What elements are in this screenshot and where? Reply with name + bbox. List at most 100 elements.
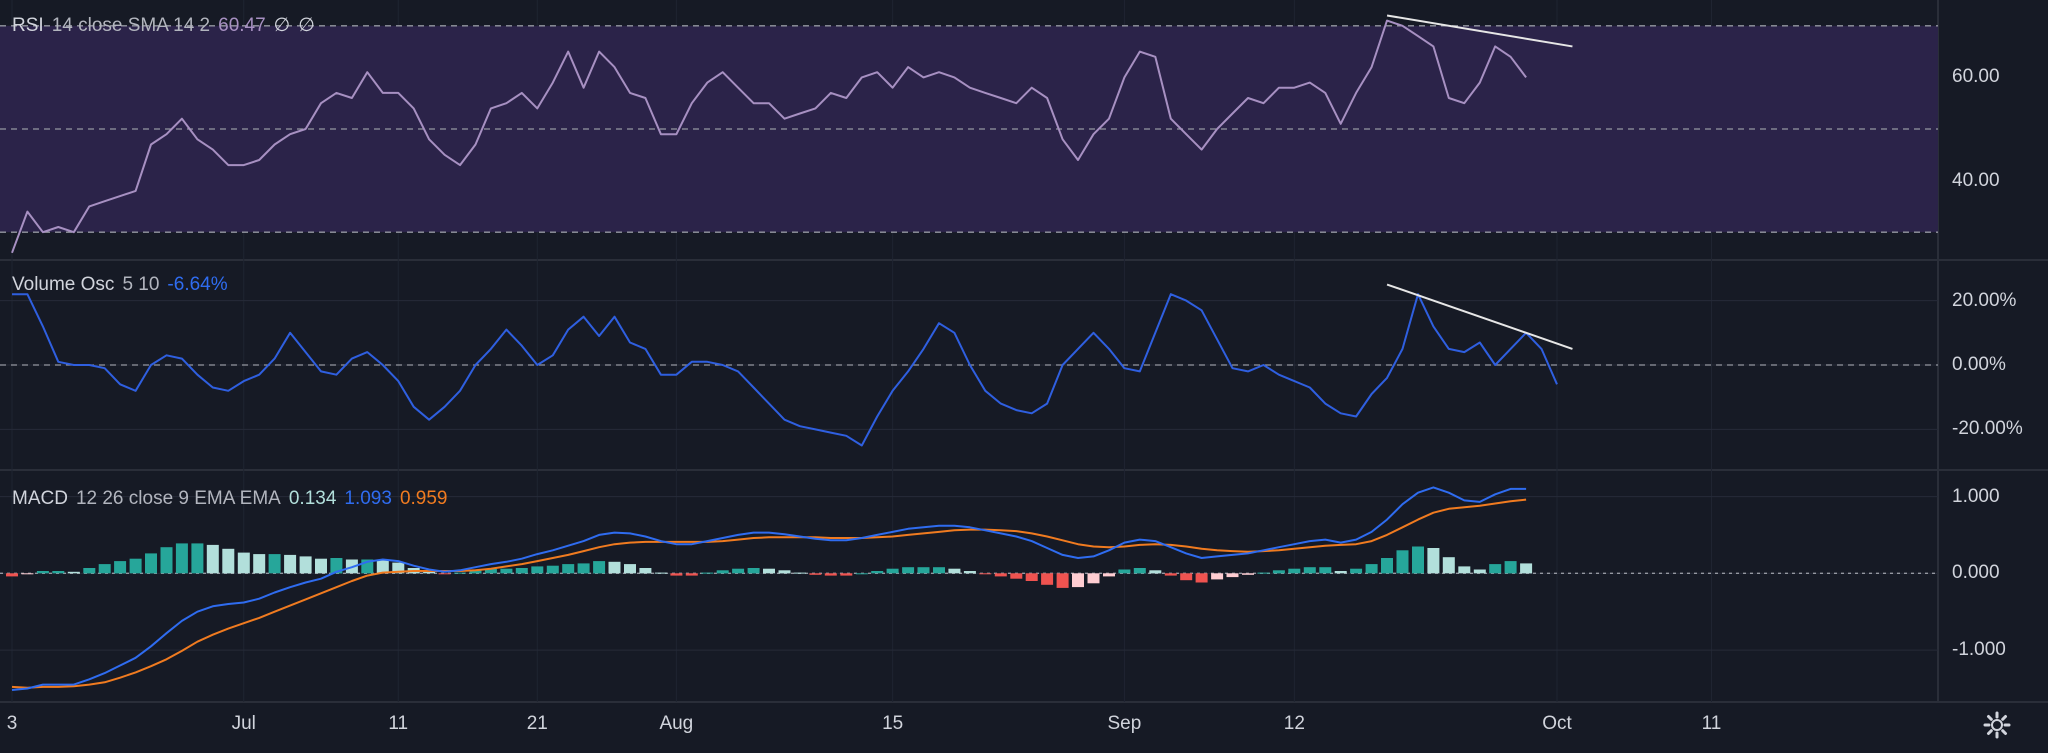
gear-icon[interactable] (1982, 710, 2012, 740)
macd-histogram-bar (469, 570, 482, 574)
macd-histogram-bar (1520, 563, 1533, 574)
macd-histogram-bar (577, 563, 590, 574)
macd-histogram-bar (994, 573, 1007, 577)
rsi-legend[interactable]: RSI 14 close SMA 14 2 60.47 ∅ ∅ (12, 14, 323, 37)
macd-histogram-bar (685, 573, 698, 576)
macd-histogram-bar (454, 572, 466, 574)
date-label: Oct (1542, 713, 1572, 734)
macd-histogram-bar (1288, 568, 1301, 574)
macd-histogram-bar (315, 558, 327, 574)
macd-histogram-bar (114, 561, 127, 574)
macd-histogram-bar (237, 552, 250, 574)
macd-histogram-bar (1319, 567, 1332, 574)
macd-histogram-bar (191, 543, 204, 574)
macd-histogram-bar (1010, 573, 1023, 579)
date-label: 3 (6, 713, 18, 734)
volume-osc-legend[interactable]: Volume Osc 5 10 -6.64% (12, 274, 236, 296)
macd-histogram-bar (979, 573, 992, 575)
macd-histogram-bar (98, 564, 111, 574)
macd-histogram-bar (129, 558, 142, 574)
macd-histogram-bar (1427, 548, 1440, 574)
macd-histogram-bar (1133, 568, 1146, 574)
macd-histogram-bar (1473, 569, 1486, 574)
macd-histogram-bar (1025, 573, 1038, 581)
macd-axis-label: -1.000 (1952, 639, 2006, 661)
macd-histogram-bar (763, 568, 775, 574)
macd-histogram-bar (948, 568, 961, 574)
date-label: Aug (659, 713, 694, 734)
macd-histogram-bar (1226, 573, 1239, 578)
macd-histogram-bar (793, 572, 806, 574)
volume-osc-axis-label: -20.00% (1952, 418, 2023, 440)
macd-legend-signal: 0.959 (399, 488, 448, 509)
macd-histogram-bar (160, 547, 173, 574)
macd-pane (0, 486, 1938, 691)
macd-histogram-bar (1350, 568, 1363, 574)
macd-histogram-bar (624, 564, 636, 574)
macd-legend-params: 12 26 close 9 EMA EMA (75, 488, 281, 509)
volume-osc-axis-label: 20.00% (1952, 289, 2017, 311)
macd-histogram-bar (36, 571, 49, 574)
macd-histogram-bar (716, 570, 729, 574)
macd-histogram-bar (1149, 570, 1162, 574)
macd-histogram-bar (1257, 572, 1270, 574)
macd-histogram-bar (52, 571, 65, 574)
macd-histogram-bar (608, 561, 621, 574)
macd-histogram-bar (1489, 564, 1502, 574)
macd-histogram-bar (1504, 561, 1517, 574)
macd-histogram-bar (639, 568, 652, 574)
rsi-pane (0, 14, 1938, 254)
macd-histogram-bar (1180, 573, 1193, 581)
macd-histogram-bar (933, 567, 945, 574)
macd-histogram-bar (6, 573, 18, 577)
macd-histogram-bar (330, 558, 343, 574)
trendline (1386, 14, 1573, 48)
macd-legend-macd: 1.093 (344, 488, 392, 509)
macd-histogram-bar (1103, 573, 1115, 577)
macd-histogram-bar (1041, 573, 1054, 585)
macd-histogram-bar (1118, 569, 1131, 574)
date-label: 12 (1283, 713, 1305, 734)
macd-legend-name: MACD (12, 488, 68, 509)
macd-histogram-bar (1381, 558, 1393, 574)
macd-histogram-bar (562, 564, 575, 574)
macd-histogram-bar (886, 568, 899, 574)
macd-axis-label: 0.000 (1952, 562, 2000, 584)
macd-histogram-bar (670, 573, 683, 576)
macd-histogram-bar (1458, 566, 1471, 574)
macd-histogram-bar (654, 572, 667, 574)
macd-histogram-bar (1272, 570, 1285, 574)
rsi-legend-extra2: ∅ (298, 15, 315, 36)
macd-histogram-bar (1303, 567, 1316, 574)
rsi-axis-label: 60.00 (1952, 66, 2000, 88)
macd-histogram-bar (438, 573, 451, 575)
trendline (1386, 283, 1573, 350)
volume-osc-legend-name: Volume Osc (12, 274, 115, 295)
macd-histogram-bar (824, 573, 837, 576)
macd-histogram-bar (500, 568, 513, 574)
date-label: 21 (526, 713, 548, 734)
volume-osc-legend-params: 5 10 (122, 274, 160, 295)
macd-histogram-bar (145, 553, 157, 574)
macd-histogram-bar (902, 567, 915, 574)
rsi-legend-params: 14 close SMA 14 2 (51, 15, 211, 36)
macd-histogram-bar (1164, 573, 1177, 576)
macd-histogram-bar (732, 568, 745, 574)
rsi-axis-label: 40.00 (1952, 169, 2000, 191)
macd-histogram-bar (1087, 573, 1100, 584)
macd-histogram-bar (840, 573, 853, 576)
macd-histogram-bar (253, 554, 266, 574)
macd-histogram-bar (917, 567, 930, 574)
date-label: 11 (1701, 713, 1722, 734)
macd-histogram-bar (484, 568, 497, 574)
macd-histogram-bar (83, 568, 96, 574)
volume-osc-pane (0, 283, 1938, 447)
macd-legend[interactable]: MACD 12 26 close 9 EMA EMA 0.134 1.093 0.959 (12, 488, 455, 510)
rsi-legend-name: RSI (12, 15, 44, 36)
volume-osc-axis-label: 0.00% (1952, 354, 2006, 375)
macd-histogram-bar (1056, 573, 1069, 588)
macd-histogram-bar (809, 573, 822, 575)
macd-histogram-bar (1365, 564, 1378, 574)
macd-histogram-bar (1412, 546, 1424, 574)
